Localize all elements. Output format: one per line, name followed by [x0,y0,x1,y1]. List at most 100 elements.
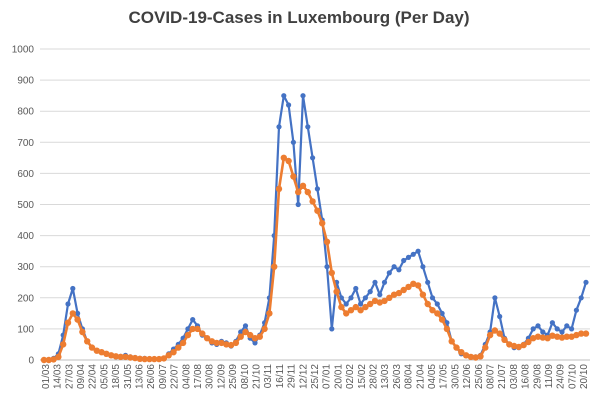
x-tick-label: 29/11 [287,364,298,389]
data-point-smoothed [232,339,240,347]
data-point-smoothed [323,238,331,245]
data-point-smoothed [194,325,201,333]
x-tick-label: 21/07 [497,364,508,389]
data-point-smoothed [539,334,546,341]
x-tick-label: 27/03 [64,364,75,389]
data-point-smoothed [343,310,350,317]
data-point-smoothed [486,331,494,339]
data-point-daily [372,279,378,285]
y-tick-label: 400 [17,231,34,242]
data-point-smoothed [165,352,172,359]
x-tick-label: 26/03 [392,364,403,389]
data-point-daily [492,295,498,301]
data-point-smoothed [362,303,369,311]
data-point-smoothed [74,316,81,323]
data-point-daily [554,326,560,332]
data-point-daily [353,285,359,292]
data-point-smoothed [395,289,403,297]
data-point-daily [559,329,565,335]
data-point-daily [535,323,541,329]
x-tick-label: 31/05 [123,364,134,389]
data-point-smoothed [40,356,48,364]
data-point-smoothed [290,173,297,180]
data-point-smoothed [280,154,287,161]
x-tick-label: 12/06 [462,364,473,389]
data-point-smoothed [419,291,427,298]
data-point-smoothed [151,355,158,363]
data-point-daily [583,279,589,285]
y-tick-label: 0 [28,356,34,367]
data-point-smoothed [64,319,72,326]
x-tick-label: 11/09 [544,364,555,389]
x-tick-label: 29/08 [532,364,543,389]
data-point-daily [238,329,244,335]
data-point-smoothed [558,334,566,341]
data-point-smoothed [45,356,52,364]
data-point-daily [324,264,330,270]
data-point-smoothed [534,333,542,340]
data-point-smoothed [381,297,388,305]
x-tick-label: 15/02 [357,364,368,389]
x-tick-label: 20/01 [333,364,344,389]
x-tick-label: 12/12 [298,364,309,389]
x-tick-label: 25/09 [228,364,239,389]
data-point-smoothed [242,328,249,336]
x-tick-label: 25/06 [474,364,485,389]
x-tick-label: 09/07 [158,364,169,389]
data-point-daily [300,93,306,99]
data-point-smoothed [271,263,278,270]
data-point-smoothed [443,325,451,333]
data-point-smoothed [189,325,196,333]
data-point-smoothed [568,333,575,340]
data-point-daily [362,295,368,301]
data-point-smoothed [520,341,527,349]
data-point-daily [75,310,81,316]
data-point-daily [415,248,421,254]
x-tick-label: 07/01 [322,364,333,389]
data-point-smoothed [515,343,522,351]
data-point-smoothed [295,188,302,196]
data-point-daily [564,323,570,329]
data-point-smoothed [314,207,321,214]
x-tick-label: 04/08 [181,364,192,389]
data-point-daily [65,301,71,307]
data-point-daily [310,155,316,161]
data-point-smoothed [501,336,508,343]
y-tick-label: 900 [17,76,34,87]
data-point-smoothed [170,349,177,356]
data-point-daily [569,326,575,332]
data-point-smoothed [462,352,470,359]
x-tick-label: 21/04 [415,364,426,389]
data-point-smoothed [256,333,263,340]
y-tick-label: 300 [17,262,34,273]
data-point-smoothed [544,335,551,342]
data-point-smoothed [146,355,153,363]
data-point-daily [252,340,258,346]
y-tick-label: 200 [17,293,34,304]
data-point-daily [281,93,287,99]
data-point-smoothed [496,330,503,337]
data-point-daily [185,326,191,332]
data-point-smoothed [122,353,129,361]
data-point-smoothed [554,333,561,340]
data-point-daily [396,267,402,273]
data-point-daily [286,102,292,108]
x-tick-label: 07/10 [567,364,578,389]
data-point-daily [242,323,249,329]
data-point-daily [429,295,436,301]
data-point-smoothed [60,341,67,348]
x-tick-label: 22/07 [170,364,181,389]
data-point-smoothed [237,333,244,340]
data-point-daily [377,292,383,298]
data-point-smoothed [88,344,96,351]
data-point-smoothed [328,269,335,277]
data-point-daily [305,124,311,130]
x-tick-label: 21/10 [251,364,262,389]
data-point-smoothed [410,280,417,287]
data-point-smoothed [309,198,316,205]
data-point-smoothed [55,353,62,361]
y-tick-label: 600 [17,169,34,180]
data-point-smoothed [438,316,446,323]
data-point-smoothed [179,339,187,347]
